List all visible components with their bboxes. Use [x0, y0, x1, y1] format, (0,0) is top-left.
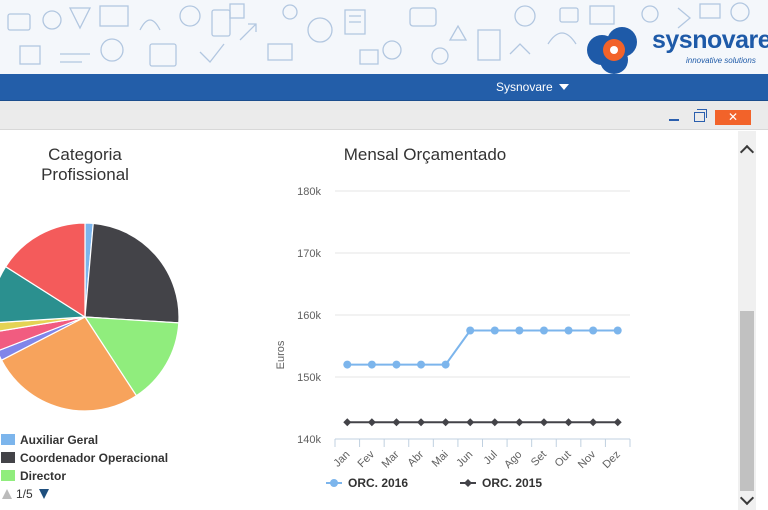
user-menu-caret-icon[interactable] — [559, 84, 569, 90]
data-point[interactable] — [613, 418, 622, 427]
logo-mark-icon — [587, 27, 637, 74]
right-margin — [756, 131, 768, 510]
data-point[interactable] — [417, 418, 426, 427]
separator-strip — [0, 101, 768, 110]
pager-down-icon[interactable] — [39, 489, 49, 499]
y-tick-label: 180k — [297, 186, 321, 198]
y-tick-label: 160k — [297, 310, 321, 322]
pie-chart — [0, 222, 180, 412]
top-navbar: Sysnovare — [0, 74, 768, 101]
x-tick-label: Out — [553, 449, 574, 470]
pie-title-line2: Profissional — [41, 165, 129, 184]
x-tick-label: Abr — [406, 448, 427, 469]
sysnovare-logo: sysnovare innovative solutions — [587, 24, 768, 74]
window-titlebar: ✕ — [0, 109, 768, 130]
x-tick-label: Jun — [454, 449, 475, 470]
data-point[interactable] — [564, 418, 573, 427]
data-point[interactable] — [466, 326, 475, 335]
legend-swatch — [1, 434, 15, 445]
x-tick-label: Mar — [380, 448, 402, 470]
pie-title-line1: Categoria — [48, 145, 122, 164]
logo-subtitle: innovative solutions — [686, 56, 756, 65]
line-chart: 140k 150k 160k 170k 180k Jan Fev Mar Abr Mai Jun Ju… — [275, 186, 631, 490]
x-tick-label: Dez — [601, 449, 623, 471]
scroll-up-icon[interactable] — [739, 144, 755, 160]
pie-slice-5[interactable] — [0, 316, 86, 362]
pie-slice-2[interactable] — [84, 222, 180, 324]
x-tick-label: Nov — [576, 448, 599, 471]
x-tick-label: Jul — [481, 449, 499, 467]
data-point[interactable] — [589, 418, 598, 427]
data-point[interactable] — [589, 326, 598, 335]
x-tick-label: Set — [529, 449, 549, 469]
legend-label: Coordenador Operacional — [20, 451, 169, 465]
scroll-thumb[interactable] — [740, 311, 754, 491]
data-point[interactable] — [417, 360, 426, 369]
scroll-down-icon[interactable] — [739, 490, 755, 506]
x-tick-label: Ago — [502, 449, 524, 471]
legend-swatch — [1, 470, 15, 481]
x-tick-label: Fev — [356, 448, 378, 470]
data-point[interactable] — [392, 360, 401, 369]
line-chart-title: Mensal Orçamentado — [343, 145, 507, 164]
data-point[interactable] — [367, 418, 376, 427]
legend-label: Director — [20, 469, 67, 483]
pie-slice-9[interactable] — [4, 222, 86, 319]
data-point[interactable] — [490, 326, 499, 335]
header-banner: sysnovare innovative solutions — [0, 0, 768, 74]
data-point[interactable] — [539, 418, 548, 427]
legend-label[interactable]: ORC. 2016 — [348, 476, 408, 490]
pie-slice-4[interactable] — [0, 316, 138, 412]
minimize-button[interactable] — [669, 119, 679, 121]
data-point[interactable] — [392, 418, 401, 427]
y-axis-title: Euros — [275, 340, 287, 369]
data-point[interactable] — [515, 418, 524, 427]
x-tick-label: Jan — [331, 449, 352, 470]
x-tick-label: Mai — [430, 449, 451, 470]
data-point[interactable] — [539, 326, 548, 335]
close-button[interactable]: ✕ — [715, 110, 751, 125]
pager-text: 1/5 — [16, 487, 33, 501]
data-point[interactable] — [466, 418, 475, 427]
data-point[interactable] — [564, 326, 573, 335]
data-point[interactable] — [367, 360, 376, 369]
user-menu-label[interactable]: Sysnovare — [496, 80, 553, 94]
legend-marker[interactable] — [464, 479, 472, 487]
dashboard-content: Categoria Profissional Auxiliar Geral Co… — [0, 131, 738, 510]
logo-text: sysnovare — [652, 26, 768, 54]
data-point[interactable] — [441, 418, 450, 427]
legend-marker[interactable] — [330, 479, 338, 487]
legend-label: Auxiliar Geral — [20, 433, 99, 447]
y-tick-label: 170k — [297, 248, 321, 260]
restore-button[interactable] — [694, 109, 707, 122]
data-point[interactable] — [490, 418, 499, 427]
data-point[interactable] — [613, 326, 622, 335]
pager-up-icon[interactable] — [2, 489, 12, 499]
series-line-orc-2016 — [347, 329, 618, 366]
pie-slice-6[interactable] — [0, 316, 86, 351]
legend-swatch — [1, 452, 15, 463]
y-tick-label: 150k — [297, 372, 321, 384]
y-tick-label: 140k — [297, 434, 321, 446]
data-point[interactable] — [343, 418, 352, 427]
data-point[interactable] — [515, 326, 524, 335]
legend-label[interactable]: ORC. 2015 — [482, 476, 542, 490]
data-point[interactable] — [441, 360, 450, 369]
vertical-scrollbar[interactable] — [738, 131, 756, 510]
pie-slice-3[interactable] — [83, 316, 180, 397]
data-point[interactable] — [343, 360, 352, 369]
pie-chart-title: Categoria Profissional — [20, 145, 150, 185]
